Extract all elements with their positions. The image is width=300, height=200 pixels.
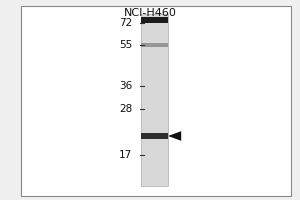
Text: 55: 55 bbox=[119, 40, 132, 50]
Text: 36: 36 bbox=[119, 81, 132, 91]
Bar bbox=[141, 43, 168, 47]
Text: 17: 17 bbox=[119, 150, 132, 160]
Text: NCI-H460: NCI-H460 bbox=[124, 8, 176, 18]
Text: 28: 28 bbox=[119, 104, 132, 114]
Bar bbox=[141, 133, 168, 139]
Bar bbox=[141, 17, 168, 23]
Polygon shape bbox=[168, 131, 181, 141]
Bar bbox=[141, 14, 168, 186]
Text: 72: 72 bbox=[119, 18, 132, 28]
